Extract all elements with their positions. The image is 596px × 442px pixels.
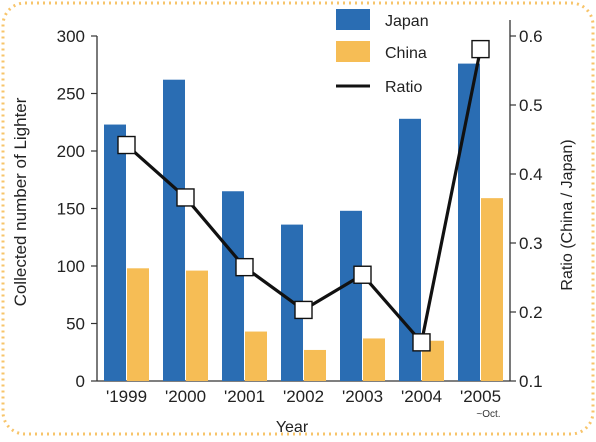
- ratio-marker: [117, 135, 136, 155]
- bar-japan: [222, 191, 244, 381]
- x-axis-label: Year: [276, 419, 309, 436]
- legend-label-china: China: [385, 45, 427, 62]
- x-tick-label: '2004: [401, 387, 442, 406]
- legend-label-ratio: Ratio: [385, 79, 422, 96]
- y2-tick-label: 0.2: [519, 303, 543, 322]
- bar-japan: [104, 124, 126, 382]
- ratio-line: [117, 39, 490, 352]
- y-axis-label: Collected number of Lighter: [11, 97, 30, 306]
- y-tick-label: 50: [66, 315, 85, 334]
- bar-china: [363, 338, 385, 381]
- x-tick-label: '2001: [224, 387, 265, 406]
- x-tick-label: '2002: [283, 387, 324, 406]
- x-tick-note: ~Oct.: [476, 409, 500, 420]
- y2-tick-label: 0.3: [519, 234, 543, 253]
- legend-swatch-china: [336, 41, 370, 62]
- bar-china: [127, 268, 149, 381]
- y-tick-label: 200: [57, 142, 85, 161]
- bar-china: [245, 331, 267, 381]
- ratio-marker: [471, 39, 490, 59]
- ratio-marker: [235, 257, 254, 277]
- bar-japan: [458, 63, 480, 381]
- x-tick-label: '2003: [342, 387, 383, 406]
- y2-axis-label: Ratio (China / Japan): [559, 139, 576, 290]
- bar-japan: [340, 210, 362, 381]
- bar-china: [186, 270, 208, 381]
- ratio-marker: [176, 188, 195, 207]
- y-tick-label: 300: [57, 27, 85, 46]
- ratio-marker: [353, 265, 372, 284]
- y2-tick-label: 0.1: [519, 372, 543, 391]
- x-tick-label: '1999: [106, 387, 147, 406]
- tick-labels: 0 50 100 150 200 250 300 0.1 0.2 0.3 0.4 0.5 0.6 '199…: [57, 27, 543, 420]
- bar-china: [481, 198, 503, 381]
- y2-tick-label: 0.5: [519, 96, 543, 115]
- legend-swatch-japan: [336, 9, 370, 30]
- y-tick-label: 250: [57, 85, 85, 104]
- y2-tick-label: 0.6: [519, 27, 543, 46]
- legend-label-japan: Japan: [385, 13, 429, 30]
- x-tick-label: '2000: [165, 387, 206, 406]
- y2-tick-label: 0.4: [519, 165, 543, 184]
- y-tick-label: 0: [76, 372, 85, 391]
- bar-japan: [399, 118, 421, 382]
- legend: Japan China Ratio: [336, 9, 429, 96]
- x-tick-label: '2005: [460, 387, 501, 406]
- ratio-marker: [294, 300, 313, 320]
- y-tick-label: 150: [57, 200, 85, 219]
- ratio-marker: [412, 333, 431, 352]
- bar-japan: [163, 79, 185, 381]
- y-tick-label: 100: [57, 257, 85, 276]
- bar-china: [304, 349, 326, 381]
